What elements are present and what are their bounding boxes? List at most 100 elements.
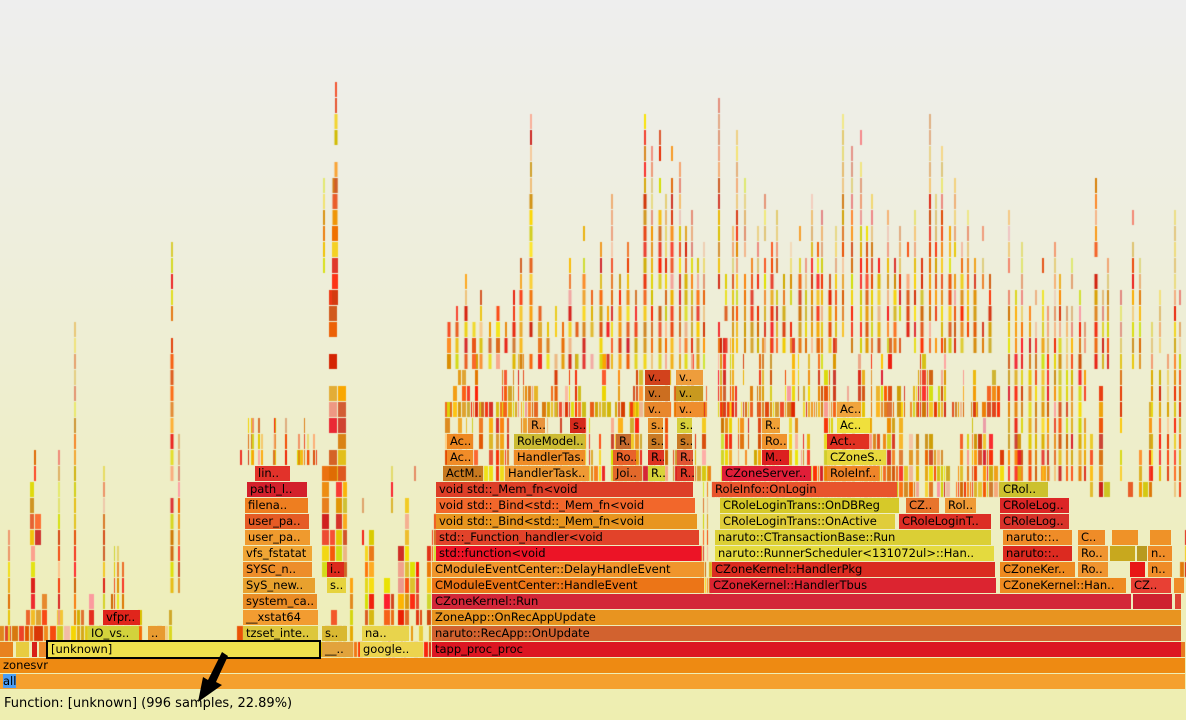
flame-frame[interactable]: tapp_proc_proc: [432, 642, 1181, 657]
flame-frame[interactable]: SyS_new..: [243, 578, 315, 593]
flame-frame-unlabeled[interactable]: [1181, 642, 1185, 657]
flame-frame[interactable]: lin..: [255, 466, 290, 481]
flame-frame[interactable]: CRol..: [1000, 482, 1048, 497]
flame-frame[interactable]: Joi..: [613, 466, 641, 481]
flame-frame[interactable]: CZoneServer..: [722, 466, 811, 481]
flame-frame[interactable]: s..: [570, 418, 585, 433]
flame-frame[interactable]: CZ..: [1131, 578, 1171, 593]
flame-frame[interactable]: n..: [1148, 546, 1172, 561]
flame-frame[interactable]: Ro..: [1078, 546, 1108, 561]
flame-frame[interactable]: HandlerTask..: [505, 466, 589, 481]
flame-frame-unlabeled[interactable]: [16, 642, 29, 657]
flame-frame[interactable]: R..: [677, 466, 694, 481]
flame-frame-unlabeled[interactable]: [1112, 530, 1138, 545]
flame-frame[interactable]: vfpr..: [103, 610, 140, 625]
flame-frame[interactable]: naruto::RunnerScheduler<131072ul>::Han..: [715, 546, 994, 561]
flame-frame[interactable]: CZoneKernel::Run: [432, 594, 1131, 609]
flame-frame[interactable]: CRoleLog..: [1000, 514, 1069, 529]
flame-frame[interactable]: R..: [762, 418, 780, 433]
flame-frame[interactable]: ZoneApp::OnRecAppUpdate: [432, 610, 1181, 625]
flame-frame[interactable]: path_l..: [247, 482, 307, 497]
flame-frame[interactable]: Ro..: [613, 450, 636, 465]
flame-frame[interactable]: v..: [645, 386, 670, 401]
flame-frame-unlabeled[interactable]: [1110, 546, 1135, 561]
flame-frame[interactable]: s..: [677, 418, 692, 433]
flame-frame[interactable]: IO_vs..: [88, 626, 139, 641]
flame-frame[interactable]: CZoneKernel::Han..: [1000, 578, 1126, 593]
flame-frame-unlabeled[interactable]: [1150, 530, 1171, 545]
flame-frame[interactable]: Ro..: [762, 434, 787, 449]
flame-frame[interactable]: all: [0, 674, 1185, 689]
flame-frame[interactable]: R..: [677, 450, 693, 465]
flame-frame-unlabeled[interactable]: [1133, 594, 1172, 609]
flame-frame[interactable]: CModuleEventCenter::HandleEvent: [432, 578, 704, 593]
flame-frame[interactable]: std::function<void: [436, 546, 701, 561]
flame-frame[interactable]: C..: [1078, 530, 1105, 545]
flame-frame[interactable]: s..: [327, 578, 346, 593]
flame-frame-unlabeled[interactable]: [1175, 594, 1181, 609]
flame-frame[interactable]: M..: [762, 450, 789, 465]
flame-frame[interactable]: s..: [648, 434, 663, 449]
flame-frame[interactable]: system_ca..: [243, 594, 317, 609]
flame-frame-unlabeled[interactable]: [0, 642, 13, 657]
flame-frame[interactable]: R..: [648, 466, 665, 481]
flame-frame[interactable]: Ac..: [447, 434, 473, 449]
flame-frame[interactable]: __..: [322, 642, 353, 657]
flame-frame[interactable]: naruto::..: [1003, 546, 1072, 561]
flame-frame[interactable]: RoleInfo::OnLogin: [712, 482, 897, 497]
flame-frame[interactable]: Ac..: [837, 402, 860, 417]
flame-frame-unlabeled[interactable]: [32, 642, 37, 657]
flame-frame[interactable]: CZ..: [906, 498, 939, 513]
flame-frame[interactable]: void std::_Mem_fn<void: [436, 482, 693, 497]
flame-frame[interactable]: RoleModel..: [514, 434, 585, 449]
flame-frame[interactable]: CZoneS..: [827, 450, 886, 465]
flame-frame[interactable]: user_pa..: [245, 514, 309, 529]
flame-frame[interactable]: CRoleLoginTrans::OnDBReg: [720, 498, 899, 513]
flame-frame[interactable]: void std::_Bind<std::_Mem_fn<void: [436, 498, 695, 513]
flame-frame[interactable]: filena..: [245, 498, 308, 513]
flame-frame-unlabeled[interactable]: [39, 642, 46, 657]
flame-frame[interactable]: v..: [676, 370, 703, 385]
flame-frame[interactable]: zonesvr: [0, 658, 1185, 673]
flame-frame[interactable]: CZoneKer..: [1000, 562, 1075, 577]
flame-frame[interactable]: s..: [677, 434, 692, 449]
flame-frame[interactable]: na..: [362, 626, 409, 641]
flame-frame[interactable]: s..: [648, 418, 663, 433]
flame-frame[interactable]: ..: [148, 626, 165, 641]
flame-frame[interactable]: v..: [645, 370, 670, 385]
flame-frame[interactable]: user_pa..: [245, 530, 310, 545]
flame-frame[interactable]: i..: [327, 562, 344, 577]
flame-frame[interactable]: Ac..: [447, 450, 473, 465]
flame-frame[interactable]: __xstat64: [243, 610, 318, 625]
flame-frame[interactable]: std::_Function_handler<void: [436, 530, 699, 545]
flame-frame[interactable]: HandlerTas..: [514, 450, 585, 465]
flame-frame[interactable]: CRoleLoginTrans::OnActive: [720, 514, 895, 529]
flame-frame[interactable]: naruto::..: [1003, 530, 1072, 545]
flame-frame[interactable]: n..: [1148, 562, 1172, 577]
flame-frame[interactable]: tzset_inte..: [243, 626, 318, 641]
flame-frame[interactable]: Act..: [827, 434, 869, 449]
flame-frame-unlabeled[interactable]: [1137, 546, 1147, 561]
flame-frame[interactable]: s..: [322, 626, 347, 641]
flame-frame[interactable]: Ro..: [1078, 562, 1108, 577]
flame-frame[interactable]: google..: [360, 642, 423, 657]
flame-frame-unlabeled[interactable]: [1174, 578, 1184, 593]
flame-frame[interactable]: ActM..: [443, 466, 483, 481]
flame-frame[interactable]: v..: [645, 402, 670, 417]
flame-frame[interactable]: Ac..: [837, 418, 870, 433]
flame-frame[interactable]: SYSC_n..: [243, 562, 312, 577]
flame-frame[interactable]: R..: [648, 450, 664, 465]
flame-frame-unlabeled[interactable]: [1130, 562, 1145, 577]
flame-frame[interactable]: naruto::RecApp::OnUpdate: [432, 626, 1181, 641]
flame-frame[interactable]: v..: [676, 402, 703, 417]
flame-frame[interactable]: Rol..: [945, 498, 976, 513]
flame-frame[interactable]: CZoneKernel::HandlerTbus: [710, 578, 996, 593]
flame-frame[interactable]: R..: [616, 434, 631, 449]
flame-frame[interactable]: CModuleEventCenter::DelayHandleEvent: [432, 562, 704, 577]
flame-frame[interactable]: R..: [528, 418, 545, 433]
flame-frame[interactable]: void std::_Bind<std::_Mem_fn<void: [436, 514, 697, 529]
flame-frame[interactable]: CRoleLoginT..: [899, 514, 991, 529]
flame-frame[interactable]: CZoneKernel::HandlerPkg: [712, 562, 995, 577]
flame-frame[interactable]: vfs_fstatat: [243, 546, 312, 561]
flame-frame[interactable]: CRoleLog..: [1000, 498, 1069, 513]
